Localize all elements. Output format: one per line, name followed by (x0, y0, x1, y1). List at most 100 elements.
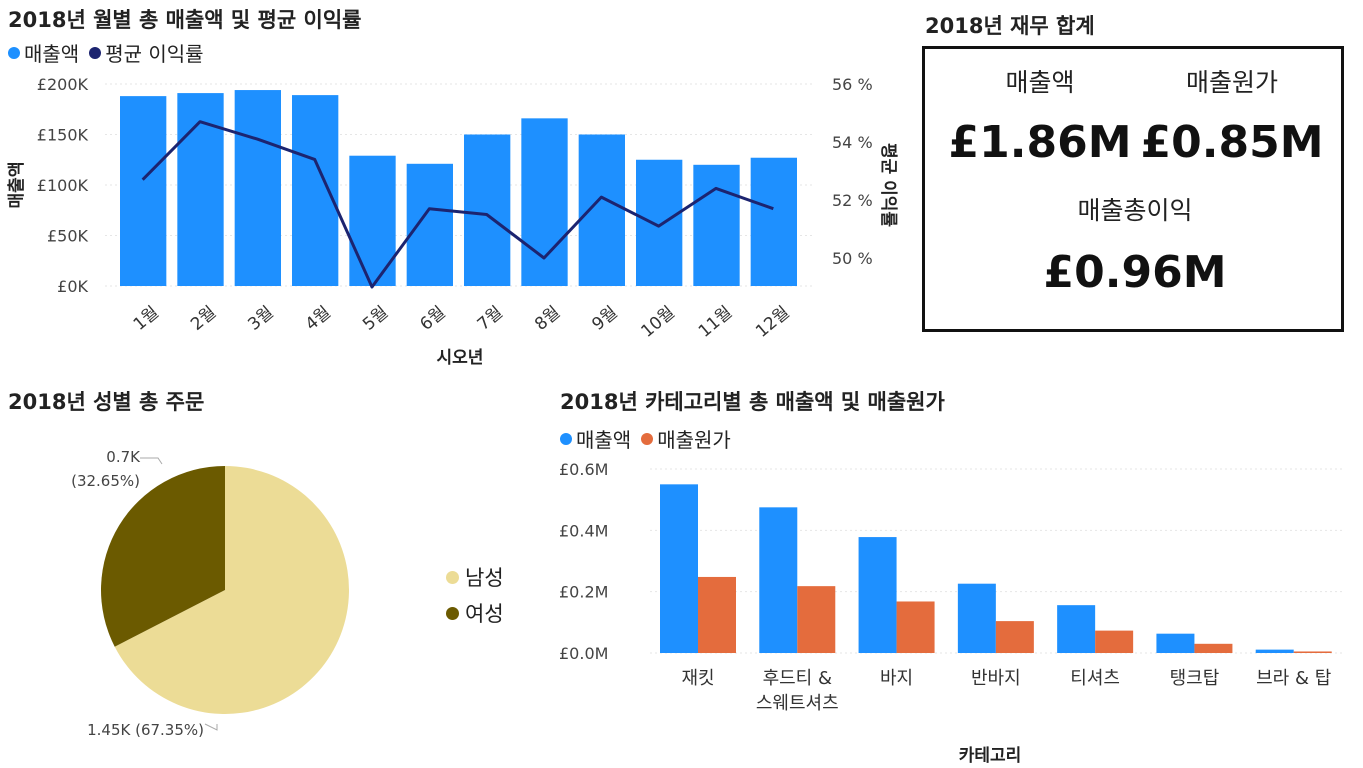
legend-label-cat-cogs: 매출원가 (657, 428, 731, 452)
x-tick-category: 티셔츠 (1070, 668, 1120, 689)
cogs-bar (1194, 643, 1233, 653)
legend-item-margin[interactable]: 평균 이익률 (89, 38, 204, 67)
x-tick-month: 10월 (637, 303, 678, 342)
x-tick-month: 12월 (752, 303, 793, 342)
legend-item-revenue[interactable]: 매출액 (8, 38, 79, 67)
y-tick-right: 56 % (832, 75, 873, 94)
y-tick-right: 54 % (832, 133, 873, 152)
y-tick: £0.4M (559, 521, 608, 540)
legend-item-cat-cogs[interactable]: 매출원가 (641, 424, 731, 453)
revenue-bar (234, 90, 281, 286)
cat-cogs-legend-dot (641, 432, 654, 445)
cogs-bar (1293, 651, 1332, 653)
finance-title: 2018년 재무 합계 (925, 14, 1095, 38)
cogs-value: £0.85M (1140, 117, 1324, 168)
x-tick-category: 후드티 & (763, 668, 832, 689)
x-tick-category: 바지 (880, 668, 913, 689)
y-tick: £0.0M (559, 644, 608, 663)
revenue-bar (660, 484, 698, 653)
revenue-bar (120, 96, 167, 287)
revenue-bar (292, 95, 339, 286)
female-slice-percent: (32.65%) (71, 472, 140, 490)
y-tick-left: £100K (37, 176, 89, 195)
x-tick-month: 4월 (302, 303, 335, 335)
category-x-axis-label: 카테고리 (959, 746, 1022, 765)
male-slice-label: 1.45K (67.35%) (87, 721, 204, 739)
revenue-bar (750, 157, 797, 286)
monthly-chart: £200K£150K£100K£50K£0K 56 %54 %52 %50 % … (7, 75, 898, 368)
revenue-bar (521, 118, 568, 286)
x-tick-month: 2월 (187, 303, 220, 335)
male-pie-slice (114, 466, 349, 714)
legend-label-revenue: 매출액 (24, 42, 80, 66)
x-tick-category: 반바지 (971, 668, 1021, 689)
female-legend-dot (446, 606, 459, 620)
cogs-label: 매출원가 (1185, 68, 1278, 97)
cat-revenue-legend-dot (560, 432, 572, 445)
legend-item-female[interactable]: 여성 (446, 598, 504, 628)
y-tick-left: £0K (57, 277, 88, 296)
revenue-bar (464, 134, 511, 286)
category-legend: 매출액 매출원가 (560, 424, 735, 453)
revenue-value: £1.86M (948, 117, 1132, 168)
revenue-bar (578, 134, 625, 286)
revenue-bar (858, 537, 897, 653)
x-tick-category: 스웨트셔츠 (756, 693, 839, 714)
legend-label-male: 남성 (465, 566, 504, 590)
x-tick-month: 1월 (130, 303, 163, 335)
category-chart: £0.6M £0.4M £0.2M £0.0M 재킷 후드티 & 스웨트셔츠 바지 반바지 티셔… (559, 460, 1345, 765)
cogs-bar (896, 601, 935, 653)
revenue-bar (406, 163, 453, 286)
x-tick-month: 9월 (588, 303, 621, 335)
y-tick-left: £150K (37, 126, 89, 145)
x-tick-month: 6월 (416, 303, 449, 335)
x-tick-month: 3월 (244, 303, 277, 335)
revenue-bar (1255, 649, 1294, 653)
revenue-bar (693, 164, 740, 286)
category-chart-title: 2018년 카테고리별 총 매출액 및 매출원가 (560, 390, 945, 414)
x-axis-label: 시오년 (437, 348, 484, 368)
legend-item-male[interactable]: 남성 (446, 562, 504, 592)
revenue-legend-dot (8, 46, 20, 59)
x-tick-category: 탱크탑 (1170, 668, 1220, 689)
y-tick: £0.2M (559, 583, 608, 602)
y-tick-right: 52 % (832, 191, 873, 210)
x-tick-category: 재킷 (681, 668, 714, 689)
y-tick: £0.6M (559, 460, 608, 479)
y-tick-right: 50 % (832, 249, 873, 268)
legend-label-margin: 평균 이익률 (105, 42, 204, 66)
cogs-bar (1095, 630, 1134, 653)
y-tick-left: £200K (37, 75, 89, 94)
cogs-bar (698, 576, 736, 653)
gross-profit-label: 매출총이익 (1077, 196, 1193, 225)
gross-profit-value: £0.96M (1043, 247, 1227, 298)
female-slice-value: 0.7K (106, 448, 141, 466)
gender-pie-chart: 0.7K (32.65%) 1.45K (67.35%) (71, 448, 349, 739)
finance-summary-card: 매출액 매출원가 £1.86M £0.85M 매출총이익 £0.96M (922, 46, 1344, 332)
female-pie-slice (101, 466, 225, 647)
cogs-bar (995, 621, 1034, 653)
male-leader-line (204, 723, 218, 731)
cogs-bar (797, 586, 836, 653)
margin-legend-dot (89, 46, 102, 59)
x-tick-month: 11월 (695, 303, 736, 342)
revenue-bar (957, 583, 996, 653)
legend-item-cat-revenue[interactable]: 매출액 (560, 424, 631, 453)
x-tick-month: 7월 (474, 303, 507, 335)
revenue-label: 매출액 (1005, 68, 1075, 97)
x-tick-category: 브라 & 탑 (1256, 668, 1331, 689)
y-tick-left: £50K (47, 227, 89, 246)
monthly-chart-title: 2018년 월별 총 매출액 및 평균 이익률 (8, 8, 362, 32)
gender-legend: 남성 여성 (446, 562, 504, 634)
avg-margin-line (141, 120, 774, 289)
revenue-bar (636, 159, 683, 286)
revenue-bar (759, 507, 798, 653)
revenue-bar (1156, 633, 1195, 653)
legend-label-cat-revenue: 매출액 (576, 428, 632, 452)
y-axis-label-left: 매출액 (7, 162, 27, 209)
x-tick-month: 8월 (531, 303, 564, 335)
revenue-bar (1057, 605, 1096, 653)
male-legend-dot (446, 570, 459, 584)
y-axis-label-right: 평균 이익률 (878, 143, 898, 227)
monthly-legend: 매출액 평균 이익률 (8, 38, 208, 67)
